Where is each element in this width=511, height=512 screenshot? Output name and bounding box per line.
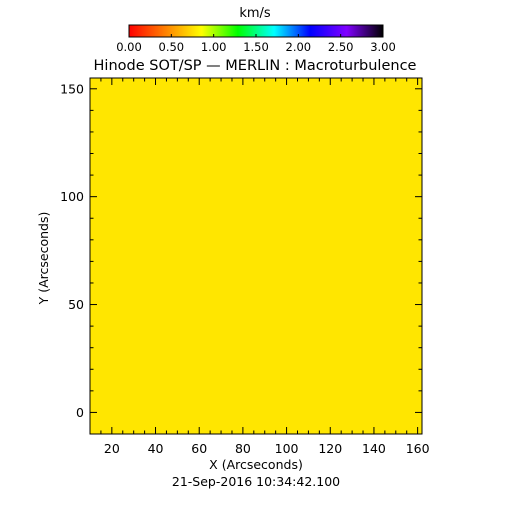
colorbar-unit-label: km/s: [239, 6, 271, 21]
colorbar-tick-label: 0.50: [159, 40, 185, 54]
colorbar-ticks: 0.00 0.50 1.00 1.50 2.00 2.50 3.00: [116, 34, 396, 54]
x-tick-label: 160: [406, 441, 430, 456]
colorbar-tick-label: 1.00: [201, 40, 227, 54]
colorbar-tick-label: 2.00: [286, 40, 312, 54]
heatmap-field: [90, 78, 422, 434]
plot-frame: [89, 77, 423, 435]
chart-title: Hinode SOT/SP — MERLIN : Macroturbulence: [94, 58, 417, 74]
y-axis-label: Y (Arcseconds): [36, 212, 51, 306]
x-tick-label: 140: [362, 441, 386, 456]
y-tick-label: 150: [60, 81, 84, 96]
colorbar-tick-label: 1.50: [243, 40, 269, 54]
x-tick-label: 100: [275, 441, 299, 456]
y-tick-label: 50: [68, 297, 84, 312]
y-tick-label: 0: [76, 405, 84, 420]
y-axis: 0 50 100 150: [60, 81, 422, 435]
timestamp: 21-Sep-2016 10:34:42.100: [172, 474, 340, 489]
x-tick-label: 40: [148, 441, 164, 456]
colorbar-tick-label: 3.00: [370, 40, 396, 54]
x-tick-label: 80: [235, 441, 251, 456]
x-tick-label: 120: [318, 441, 342, 456]
colorbar-tick-label: 2.50: [328, 40, 354, 54]
x-axis: 20 40 60 80 100 120 140 160: [89, 78, 430, 456]
x-tick-label: 60: [191, 441, 207, 456]
x-tick-label: 20: [104, 441, 120, 456]
x-axis-label: X (Arcseconds): [209, 457, 303, 472]
colorbar-tick-label: 0.00: [116, 40, 142, 54]
y-tick-label: 100: [60, 189, 84, 204]
